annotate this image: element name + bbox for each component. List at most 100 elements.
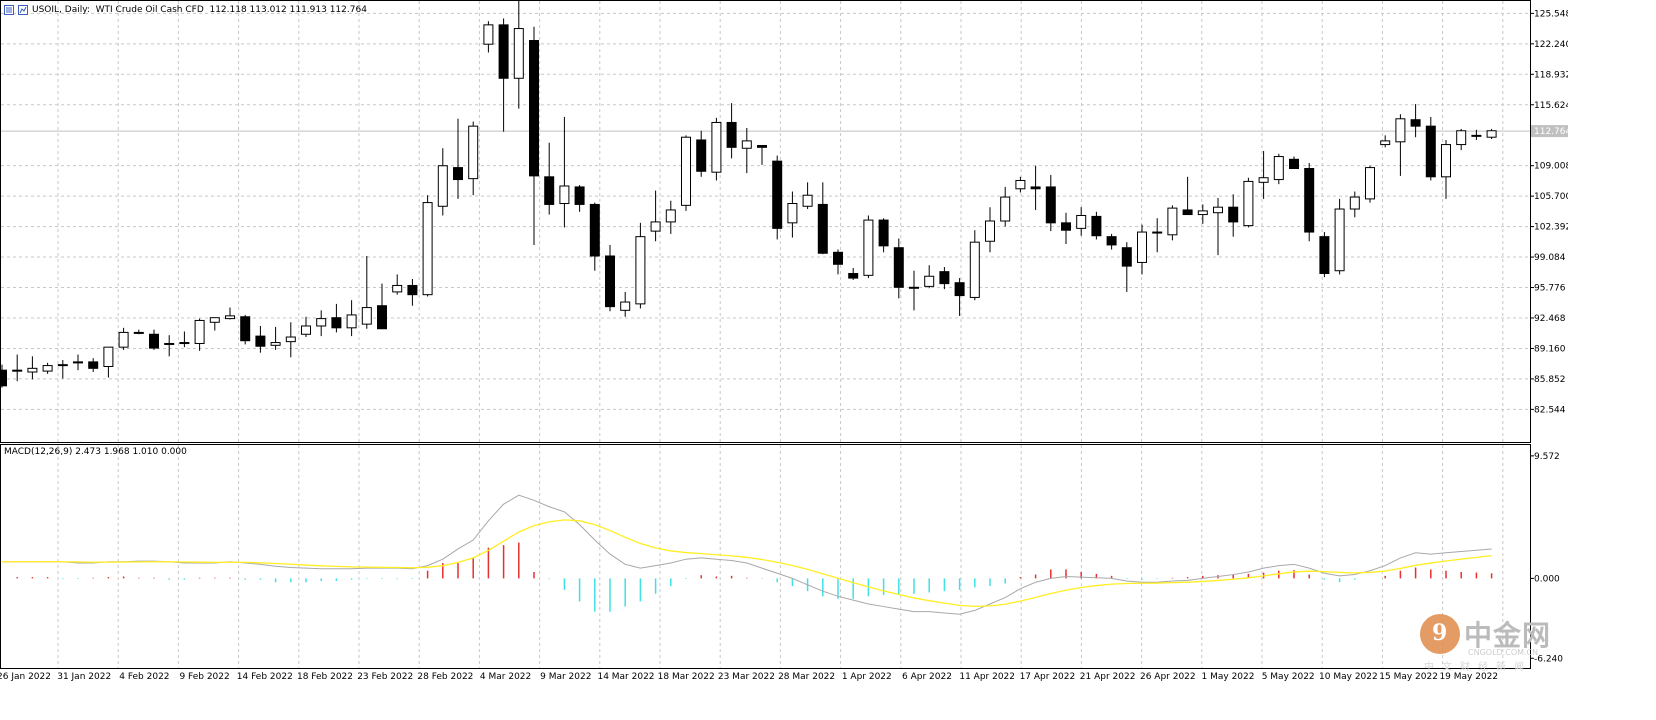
candle-body — [924, 275, 935, 287]
y-tick-label: 102.392 — [1534, 223, 1568, 233]
macd-y-tick-label: 0.000 — [1534, 574, 1560, 584]
candle-body — [225, 315, 235, 320]
candle-body — [559, 185, 570, 205]
x-tick-label: 23 Feb 2022 — [357, 672, 413, 682]
candle-body — [1213, 206, 1223, 214]
y-tick-label: 118.932 — [1534, 70, 1568, 80]
candle-body — [1091, 215, 1102, 237]
x-tick-label: 1 Apr 2022 — [842, 672, 892, 682]
candle-body — [757, 144, 767, 148]
x-tick-label: 9 Feb 2022 — [179, 672, 229, 682]
candle-body — [1243, 180, 1254, 227]
x-tick-label: 14 Mar 2022 — [597, 672, 654, 682]
candle-body — [544, 176, 555, 205]
candle-body — [422, 202, 433, 296]
candle-body — [1182, 209, 1193, 216]
y-tick-label: 95.776 — [1534, 284, 1566, 294]
candle-body — [620, 301, 631, 311]
candle-body — [73, 361, 83, 364]
candle-body — [1076, 214, 1087, 229]
candle-body — [1030, 186, 1041, 190]
macd-line — [2, 494, 1492, 615]
y-tick-label: 122.240 — [1534, 40, 1568, 50]
candle-body — [681, 136, 691, 206]
candle-body — [346, 314, 357, 329]
candle-body — [1349, 196, 1360, 210]
candle-body — [772, 160, 783, 229]
candle-body — [498, 24, 509, 79]
candle-body — [513, 28, 524, 79]
y-tick-label: 85.852 — [1534, 375, 1566, 385]
candle-body — [1045, 186, 1056, 224]
candle-body — [88, 361, 99, 369]
candle-body — [893, 247, 904, 288]
candle-body — [711, 121, 722, 173]
y-tick-label: 89.160 — [1534, 344, 1566, 354]
candle-body — [1456, 130, 1467, 146]
candle-body — [407, 284, 418, 296]
x-tick-label: 4 Feb 2022 — [119, 672, 169, 682]
candle-body — [954, 282, 965, 297]
candle-body — [377, 305, 387, 330]
candle-body — [103, 346, 114, 367]
candle-body — [726, 121, 737, 148]
chart-window-icon-2 — [18, 5, 28, 15]
x-tick-label: 31 Jan 2022 — [57, 672, 111, 682]
candle-body — [909, 286, 919, 289]
candle-body — [1000, 196, 1011, 222]
candle-body — [0, 369, 7, 387]
candle-body — [1365, 167, 1375, 200]
x-tick-label: 6 Apr 2022 — [902, 672, 952, 682]
candle-body — [1167, 207, 1178, 236]
candle-body — [741, 140, 752, 149]
x-tick-label: 21 Apr 2022 — [1080, 672, 1136, 682]
candle-body — [985, 220, 995, 242]
x-tick-label: 1 May 2022 — [1202, 672, 1255, 682]
x-tick-label: 14 Feb 2022 — [237, 672, 293, 682]
candle-body — [1137, 231, 1147, 263]
candle-body — [650, 221, 661, 232]
candle-body — [1121, 247, 1132, 267]
candle-body — [361, 307, 372, 325]
brand-tagline: 中文财经新闻 — [1424, 662, 1532, 673]
x-tick-label: 28 Mar 2022 — [778, 672, 835, 682]
candle-body — [635, 236, 646, 305]
price-panel-frame — [0, 0, 1531, 443]
y-tick-label: 109.008 — [1534, 162, 1568, 172]
candle-body — [1106, 236, 1117, 246]
candle-body — [833, 251, 843, 265]
macd-header: MACD(12,26,9) 2.473 1.968 1.010 0.000 — [4, 447, 187, 457]
candle-body — [817, 203, 828, 254]
candle-body — [863, 219, 874, 276]
chart-window-icon — [4, 5, 14, 15]
y-tick-label: 115.624 — [1534, 101, 1568, 111]
candle-body — [301, 325, 311, 335]
x-tick-label: 26 Apr 2022 — [1140, 672, 1196, 682]
candle-body — [787, 203, 798, 224]
y-tick-label: 125.548 — [1534, 9, 1568, 19]
symbol-info: USOIL, Daily: WTI Crude Oil Cash CFD 112… — [32, 5, 367, 15]
candle-body — [179, 342, 190, 345]
candle-body — [696, 139, 707, 172]
y-tick-label: 99.084 — [1534, 253, 1566, 263]
y-tick-label: 105.700 — [1534, 192, 1568, 202]
candle-body — [1061, 222, 1071, 231]
candle-body — [57, 364, 68, 367]
current-price-label: 112.764 — [1534, 127, 1568, 137]
brand-name: 中金网 — [1464, 619, 1552, 652]
candle-body — [848, 272, 859, 279]
candle-body — [437, 165, 448, 207]
candle-body — [240, 316, 251, 342]
candle-body — [1334, 208, 1345, 272]
x-tick-label: 9 Mar 2022 — [540, 672, 591, 682]
brand-logo: 9 — [1420, 614, 1460, 654]
candle-body — [118, 331, 129, 348]
candle-body — [209, 317, 220, 323]
candle-body — [1425, 125, 1436, 178]
candle-body — [1015, 179, 1026, 190]
x-tick-label: 17 Apr 2022 — [1020, 672, 1076, 682]
candle-body — [133, 331, 144, 334]
candle-body — [149, 333, 159, 349]
x-tick-label: 26 Jan 2022 — [0, 672, 51, 682]
candle-body — [1319, 236, 1330, 274]
